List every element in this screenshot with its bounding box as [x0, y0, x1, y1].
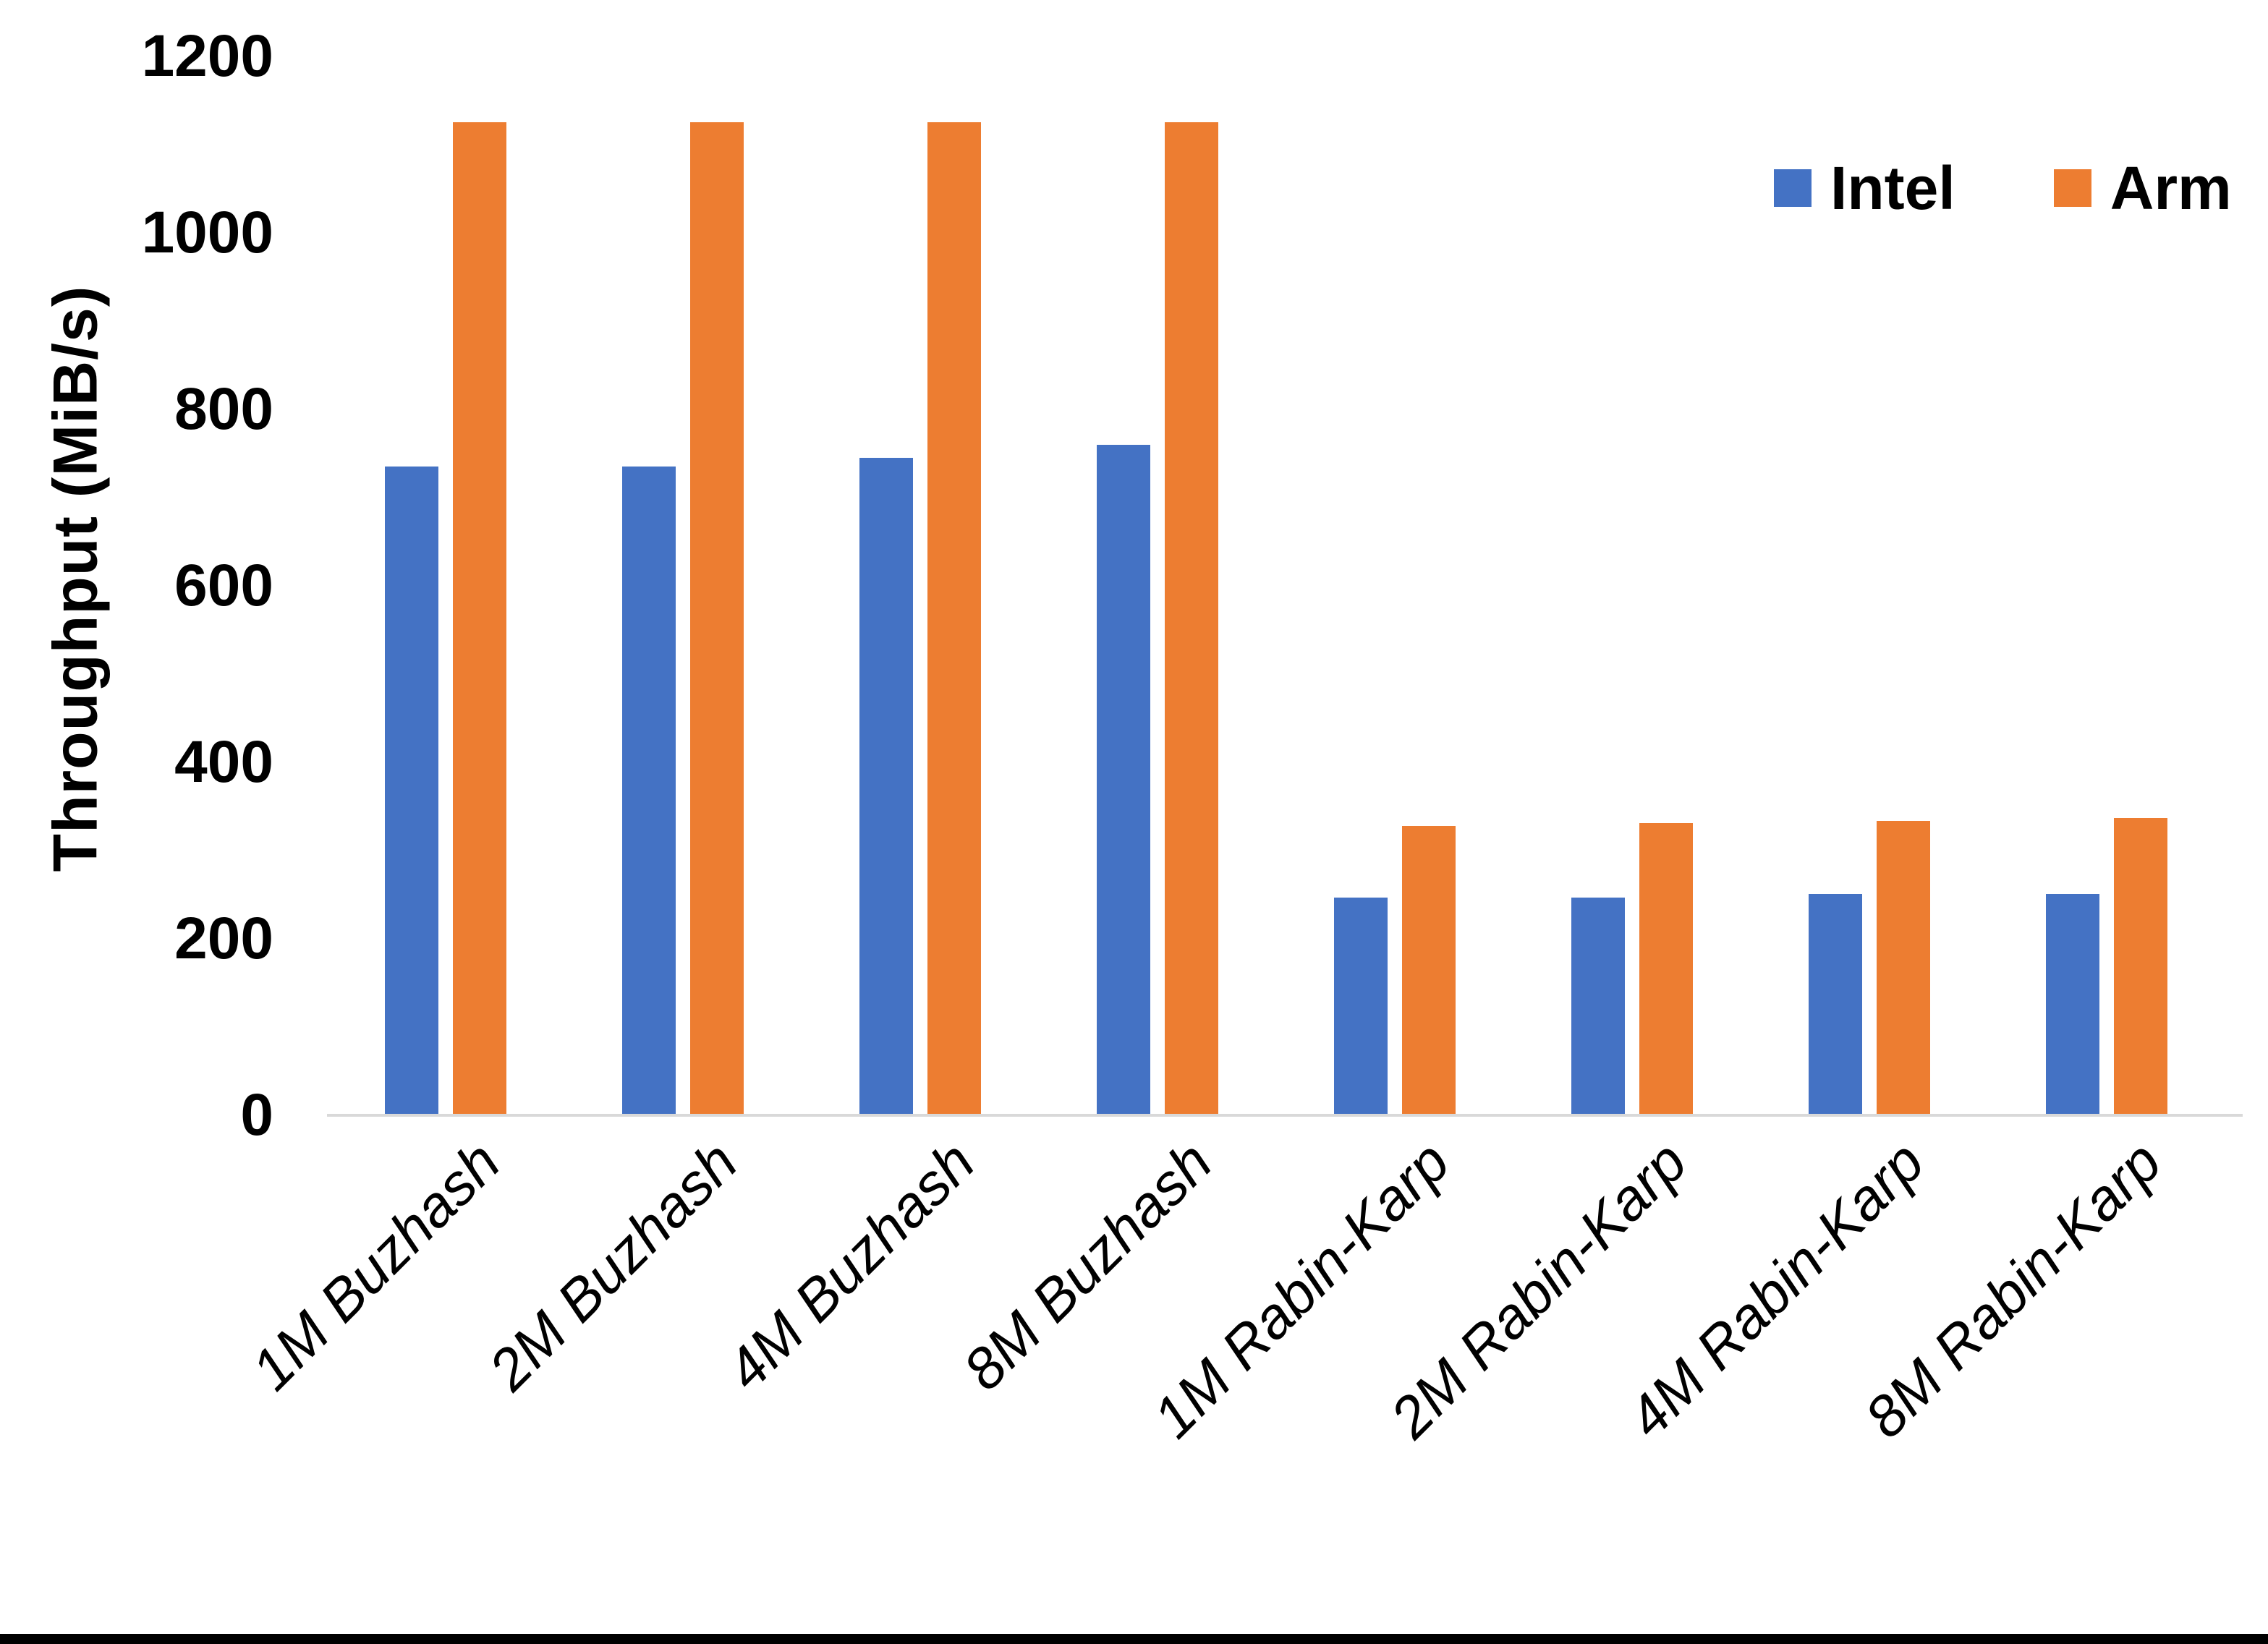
bar-arm-4m-buzhash [927, 122, 981, 1115]
y-tick-label-200: 200 [174, 906, 273, 971]
y-tick-label-1000: 1000 [141, 200, 273, 265]
bar-intel-2m-rabin-karp [1571, 898, 1625, 1115]
plot-area [327, 56, 2225, 1115]
y-tick-label-1200: 1200 [141, 23, 273, 89]
x-category-label-2m-buzhash: 2M Buzhash [476, 1129, 750, 1402]
bar-arm-1m-buzhash [453, 122, 506, 1115]
y-tick-label-0: 0 [240, 1082, 273, 1148]
bar-intel-4m-rabin-karp [1809, 894, 1862, 1115]
legend-swatch-arm [2053, 169, 2091, 207]
bar-arm-2m-buzhash [690, 122, 744, 1115]
y-tick-label-600: 600 [174, 553, 273, 618]
bar-arm-4m-rabin-karp [1877, 821, 1930, 1115]
bar-arm-2m-rabin-karp [1639, 823, 1693, 1115]
bar-arm-8m-buzhash [1165, 122, 1218, 1115]
bar-intel-8m-buzhash [1097, 445, 1150, 1115]
bar-intel-2m-buzhash [622, 467, 676, 1115]
bar-arm-8m-rabin-karp [2114, 818, 2167, 1115]
bar-intel-8m-rabin-karp [2046, 894, 2099, 1115]
x-category-label-4m-buzhash: 4M Buzhash [713, 1129, 988, 1402]
y-tick-label-400: 400 [174, 729, 273, 795]
legend-label-intel: Intel [1830, 154, 1955, 222]
y-tick-label-800: 800 [174, 376, 273, 442]
bottom-border [0, 1634, 2268, 1644]
bar-intel-1m-buzhash [385, 467, 438, 1115]
bar-arm-1m-rabin-karp [1402, 826, 1456, 1115]
bar-intel-4m-buzhash [859, 458, 913, 1115]
x-category-label-1m-buzhash: 1M Buzhash [239, 1129, 513, 1402]
legend: Intel Arm [1774, 153, 2232, 223]
x-axis-line [327, 1114, 2243, 1117]
legend-label-arm: Arm [2110, 154, 2232, 222]
legend-swatch-intel [1774, 169, 1812, 207]
bar-intel-1m-rabin-karp [1334, 898, 1388, 1115]
